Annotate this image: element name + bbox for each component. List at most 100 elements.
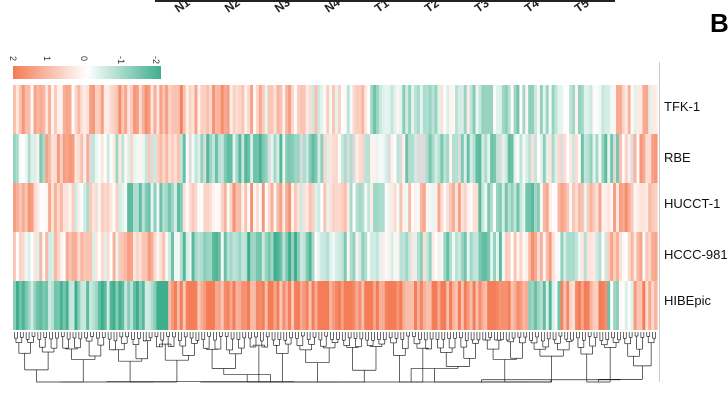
heatmap-cell bbox=[542, 134, 547, 183]
heatmap-cell bbox=[179, 85, 184, 134]
heatmap-cell bbox=[460, 85, 465, 134]
heatmap-cell bbox=[402, 281, 406, 330]
heatmap-cell bbox=[601, 85, 605, 134]
heatmap-cell bbox=[86, 232, 90, 281]
heatmap-cell bbox=[314, 281, 319, 330]
heatmap-cell bbox=[89, 232, 93, 281]
heatmap-cell bbox=[77, 134, 81, 183]
heatmap-cell bbox=[39, 134, 43, 183]
heatmap-cell bbox=[589, 232, 594, 281]
heatmap-cell bbox=[30, 232, 35, 281]
heatmap-cell bbox=[610, 134, 614, 183]
heatmap-cell bbox=[83, 134, 87, 183]
heatmap-cell bbox=[197, 281, 201, 330]
heatmap-cell bbox=[21, 281, 26, 330]
heatmap-cell bbox=[229, 232, 234, 281]
heatmap-cell bbox=[337, 281, 342, 330]
heatmap-cell bbox=[323, 134, 327, 183]
heatmap-cell bbox=[563, 134, 567, 183]
heatmap-cell bbox=[270, 85, 275, 134]
heatmap-cell bbox=[156, 232, 160, 281]
heatmap-cell bbox=[276, 134, 280, 183]
heatmap-cell bbox=[270, 134, 275, 183]
heatmap-cell bbox=[595, 85, 600, 134]
heatmap-cell bbox=[443, 232, 447, 281]
heatmap-cell bbox=[648, 134, 652, 183]
heatmap-cell bbox=[551, 232, 556, 281]
heatmap-cell bbox=[528, 134, 532, 183]
heatmap-cell bbox=[294, 134, 298, 183]
heatmap-cell bbox=[498, 232, 503, 281]
heatmap-cell bbox=[302, 183, 307, 232]
heatmap-cell bbox=[463, 183, 468, 232]
heatmap-cell bbox=[455, 232, 459, 281]
heatmap-cell bbox=[48, 232, 52, 281]
heatmap-cell bbox=[217, 134, 222, 183]
heatmap-cell bbox=[446, 134, 450, 183]
heatmap-cell bbox=[534, 183, 538, 232]
heatmap-cell bbox=[291, 183, 295, 232]
heatmap-cell bbox=[601, 183, 605, 232]
heatmap-cell bbox=[27, 232, 32, 281]
heatmap-cell bbox=[24, 281, 29, 330]
heatmap-cell bbox=[197, 85, 201, 134]
heatmap-cell bbox=[484, 134, 488, 183]
heatmap-cell bbox=[431, 232, 436, 281]
heatmap-cell bbox=[373, 85, 377, 134]
heatmap-cell bbox=[624, 134, 629, 183]
heatmap-cell bbox=[130, 85, 134, 134]
heatmap-cell bbox=[89, 85, 93, 134]
heatmap-cell bbox=[273, 85, 278, 134]
heatmap-cell bbox=[589, 85, 594, 134]
heatmap-cell bbox=[100, 183, 105, 232]
heatmap-cell bbox=[194, 232, 199, 281]
heatmap-cell bbox=[168, 281, 172, 330]
heatmap-cell bbox=[513, 85, 518, 134]
heatmap-cell bbox=[232, 232, 237, 281]
heatmap-cell bbox=[516, 134, 521, 183]
heatmap-cell bbox=[74, 183, 78, 232]
heatmap-cell bbox=[528, 232, 532, 281]
heatmap-cell bbox=[51, 183, 55, 232]
heatmap-cell bbox=[197, 134, 201, 183]
heatmap-cell bbox=[487, 85, 491, 134]
heatmap-cell bbox=[522, 232, 526, 281]
heatmap-cell bbox=[94, 232, 99, 281]
heatmap-cell bbox=[288, 281, 292, 330]
heatmap-cell bbox=[425, 85, 430, 134]
heatmap-cell bbox=[513, 281, 518, 330]
heatmap-cell bbox=[288, 232, 292, 281]
heatmap-cell bbox=[504, 134, 509, 183]
heatmap-cell bbox=[613, 85, 617, 134]
heatmap-cell bbox=[522, 281, 526, 330]
heatmap-cell bbox=[314, 134, 319, 183]
heatmap-cell bbox=[226, 281, 231, 330]
heatmap-cell bbox=[279, 85, 283, 134]
heatmap-cell bbox=[317, 232, 321, 281]
heatmap-cell bbox=[604, 134, 608, 183]
heatmap-cell bbox=[636, 232, 641, 281]
heatmap-cell bbox=[428, 232, 433, 281]
heatmap-cell bbox=[212, 183, 216, 232]
heatmap-cell bbox=[425, 134, 430, 183]
heatmap-cell bbox=[496, 183, 500, 232]
heatmap-cell bbox=[106, 232, 111, 281]
heatmap-cell bbox=[370, 183, 374, 232]
heatmap-cell bbox=[624, 85, 629, 134]
heatmap-cell bbox=[411, 232, 415, 281]
heatmap-cell bbox=[68, 134, 73, 183]
heatmap-cell bbox=[560, 85, 564, 134]
heatmap-cell bbox=[469, 232, 474, 281]
heatmap-cell bbox=[504, 232, 509, 281]
heatmap-cell bbox=[13, 281, 17, 330]
heatmap-cell bbox=[209, 183, 213, 232]
heatmap-cell bbox=[238, 232, 242, 281]
heatmap-cell bbox=[332, 134, 336, 183]
heatmap-cell bbox=[305, 183, 310, 232]
heatmap-cell bbox=[408, 281, 412, 330]
heatmap-cell bbox=[572, 232, 576, 281]
heatmap-cell bbox=[487, 183, 491, 232]
heatmap-cell bbox=[548, 183, 553, 232]
heatmap-cell bbox=[446, 281, 450, 330]
heatmap-cell bbox=[496, 85, 500, 134]
